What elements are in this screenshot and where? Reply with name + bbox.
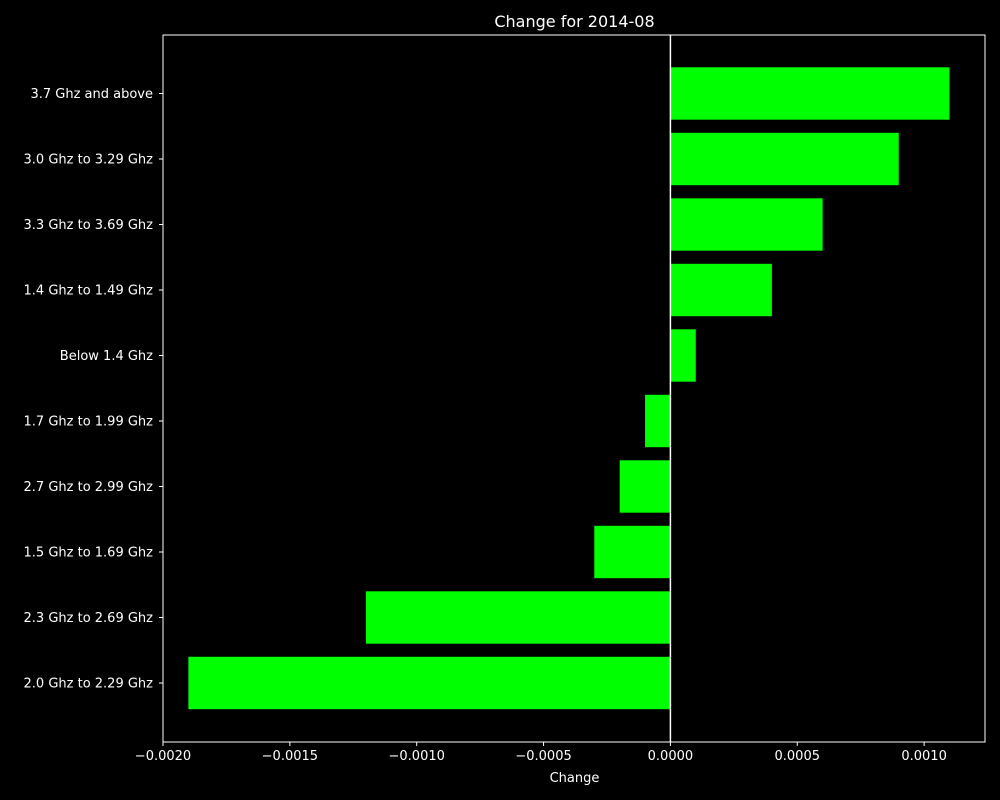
y-tick-label: 3.0 Ghz to 3.29 Ghz	[24, 153, 154, 168]
x-tick-label: −0.0015	[262, 749, 318, 764]
bar	[619, 460, 671, 513]
x-axis-ticks: −0.0020 −0.0015 −0.0010 −0.0005 0.0000 0.0005…	[135, 742, 947, 764]
y-tick-label: 3.7 Ghz and above	[30, 87, 153, 102]
bars	[188, 67, 950, 710]
x-tick-label: 0.0005	[775, 749, 821, 764]
y-axis-ticks: 3.7 Ghz and above 3.0 Ghz to 3.29 Ghz 3.3 …	[24, 87, 163, 692]
y-tick-label: 2.0 Ghz to 2.29 Ghz	[24, 677, 154, 692]
bar	[645, 394, 671, 448]
y-tick-label: 2.3 Ghz to 2.69 Ghz	[24, 611, 154, 626]
y-tick-label: 1.5 Ghz to 1.69 Ghz	[24, 546, 154, 561]
x-tick-label: 0.0010	[901, 749, 947, 764]
y-tick-label: 1.7 Ghz to 1.99 Ghz	[24, 415, 154, 430]
bar	[670, 329, 696, 382]
bar	[670, 67, 950, 120]
x-axis-label: Change	[550, 771, 600, 786]
bar	[594, 525, 671, 579]
bar	[365, 591, 671, 644]
chart-title: Change for 2014-08	[494, 12, 654, 31]
y-tick-label: 2.7 Ghz to 2.99 Ghz	[24, 480, 154, 495]
y-tick-label: 3.3 Ghz to 3.69 Ghz	[24, 218, 154, 233]
x-tick-label: −0.0020	[135, 749, 191, 764]
bar	[188, 656, 671, 710]
x-tick-label: 0.0000	[648, 749, 694, 764]
x-tick-label: −0.0010	[389, 749, 445, 764]
axes-frame	[162, 34, 986, 743]
bar	[670, 198, 823, 251]
bar	[670, 132, 899, 186]
y-tick-label: 1.4 Ghz to 1.49 Ghz	[24, 284, 154, 299]
x-tick-label: −0.0005	[515, 749, 571, 764]
y-tick-label: Below 1.4 Ghz	[60, 349, 153, 364]
bar	[670, 263, 772, 317]
